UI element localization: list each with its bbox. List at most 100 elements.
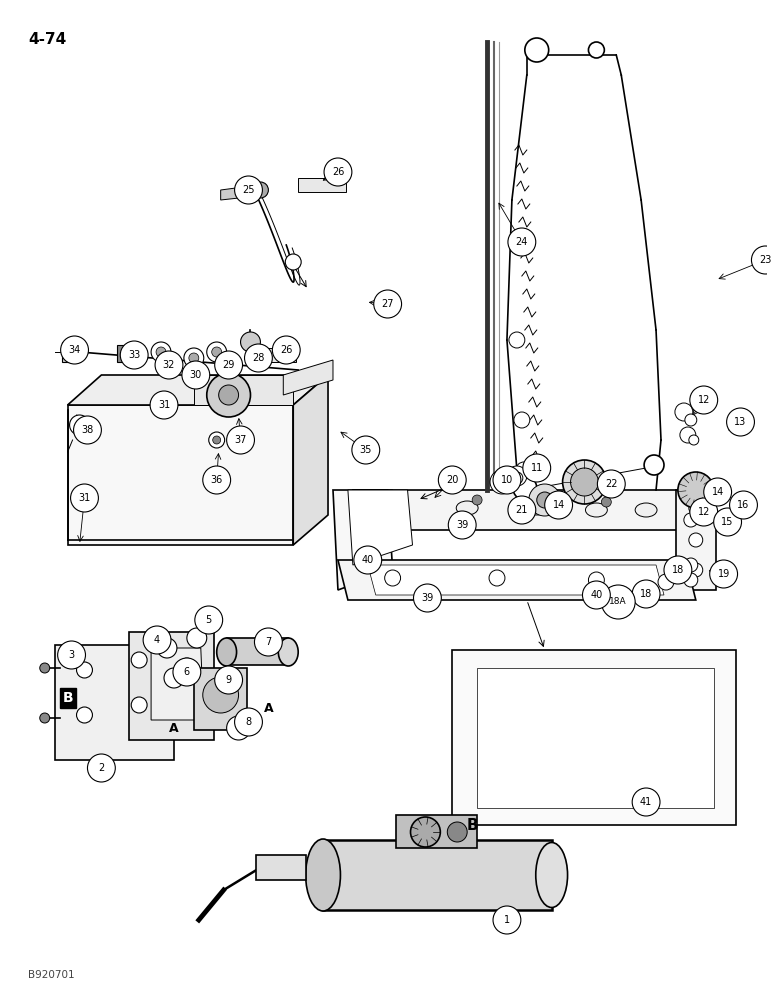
Ellipse shape — [217, 638, 236, 666]
Circle shape — [598, 470, 625, 498]
Text: 1: 1 — [504, 915, 510, 925]
Text: 31: 31 — [79, 493, 90, 503]
Polygon shape — [68, 375, 328, 405]
Circle shape — [76, 662, 93, 678]
Text: 21: 21 — [516, 505, 528, 515]
Text: 27: 27 — [381, 299, 394, 309]
Polygon shape — [221, 185, 266, 200]
Circle shape — [689, 435, 699, 445]
Text: 9: 9 — [225, 675, 232, 685]
Polygon shape — [452, 650, 736, 825]
Text: 3: 3 — [69, 650, 75, 660]
Ellipse shape — [456, 501, 478, 515]
Circle shape — [658, 574, 674, 590]
Circle shape — [680, 427, 696, 443]
Circle shape — [213, 436, 221, 444]
Circle shape — [255, 628, 283, 656]
Circle shape — [157, 638, 177, 658]
Circle shape — [203, 677, 239, 713]
Circle shape — [513, 476, 537, 500]
Circle shape — [40, 663, 49, 673]
Circle shape — [523, 454, 550, 482]
Polygon shape — [323, 840, 552, 910]
Circle shape — [187, 628, 207, 648]
Circle shape — [529, 484, 560, 516]
Circle shape — [151, 342, 171, 362]
Circle shape — [537, 492, 553, 508]
Text: 5: 5 — [205, 615, 212, 625]
Circle shape — [588, 572, 604, 588]
Text: A: A — [263, 702, 273, 714]
Text: 38: 38 — [81, 425, 93, 435]
Polygon shape — [333, 490, 393, 590]
Text: 18: 18 — [672, 565, 684, 575]
Polygon shape — [227, 638, 288, 665]
Polygon shape — [477, 668, 713, 808]
Text: 6: 6 — [184, 667, 190, 677]
Circle shape — [713, 508, 742, 536]
Circle shape — [208, 432, 225, 448]
Text: 18: 18 — [640, 589, 652, 599]
Circle shape — [150, 391, 178, 419]
Text: 30: 30 — [190, 370, 202, 380]
Circle shape — [511, 472, 523, 484]
Circle shape — [207, 342, 227, 362]
Circle shape — [678, 472, 713, 508]
Ellipse shape — [526, 501, 547, 515]
Polygon shape — [194, 668, 246, 730]
Circle shape — [507, 466, 527, 486]
Circle shape — [164, 668, 184, 688]
Text: 36: 36 — [211, 475, 223, 485]
Circle shape — [704, 478, 732, 506]
Text: 10: 10 — [501, 475, 513, 485]
Polygon shape — [117, 345, 144, 362]
Circle shape — [411, 817, 440, 847]
Circle shape — [493, 906, 521, 934]
Circle shape — [227, 716, 250, 740]
Circle shape — [632, 788, 660, 816]
Circle shape — [493, 466, 521, 494]
Polygon shape — [338, 560, 696, 600]
Circle shape — [207, 373, 250, 417]
Circle shape — [215, 351, 242, 379]
Circle shape — [583, 581, 611, 609]
Text: 31: 31 — [158, 400, 170, 410]
Circle shape — [414, 584, 442, 612]
Circle shape — [155, 351, 183, 379]
Circle shape — [472, 495, 482, 505]
Circle shape — [751, 246, 772, 274]
Circle shape — [218, 385, 239, 405]
Circle shape — [632, 580, 660, 608]
Text: 12: 12 — [698, 395, 710, 405]
Text: 4: 4 — [154, 635, 160, 645]
Circle shape — [508, 496, 536, 524]
Circle shape — [689, 501, 703, 515]
Circle shape — [490, 470, 514, 494]
Text: 34: 34 — [69, 345, 81, 355]
Text: 37: 37 — [235, 435, 247, 445]
Circle shape — [286, 254, 301, 270]
Text: A: A — [169, 722, 179, 734]
Polygon shape — [353, 490, 696, 530]
Circle shape — [195, 606, 222, 634]
Circle shape — [76, 707, 93, 723]
Text: B920701: B920701 — [28, 970, 74, 980]
Text: 26: 26 — [332, 167, 344, 177]
Circle shape — [684, 513, 698, 527]
Text: 20: 20 — [446, 475, 459, 485]
Text: 33: 33 — [128, 350, 141, 360]
Polygon shape — [348, 490, 412, 565]
Text: 24: 24 — [516, 237, 528, 247]
Circle shape — [684, 573, 698, 587]
Polygon shape — [55, 645, 174, 760]
Circle shape — [156, 347, 166, 357]
Text: 14: 14 — [553, 500, 565, 510]
Circle shape — [58, 641, 86, 669]
Circle shape — [588, 42, 604, 58]
Circle shape — [384, 570, 401, 586]
Polygon shape — [293, 375, 328, 545]
Circle shape — [70, 484, 98, 512]
Circle shape — [354, 546, 381, 574]
Text: 28: 28 — [252, 353, 265, 363]
Circle shape — [143, 626, 171, 654]
